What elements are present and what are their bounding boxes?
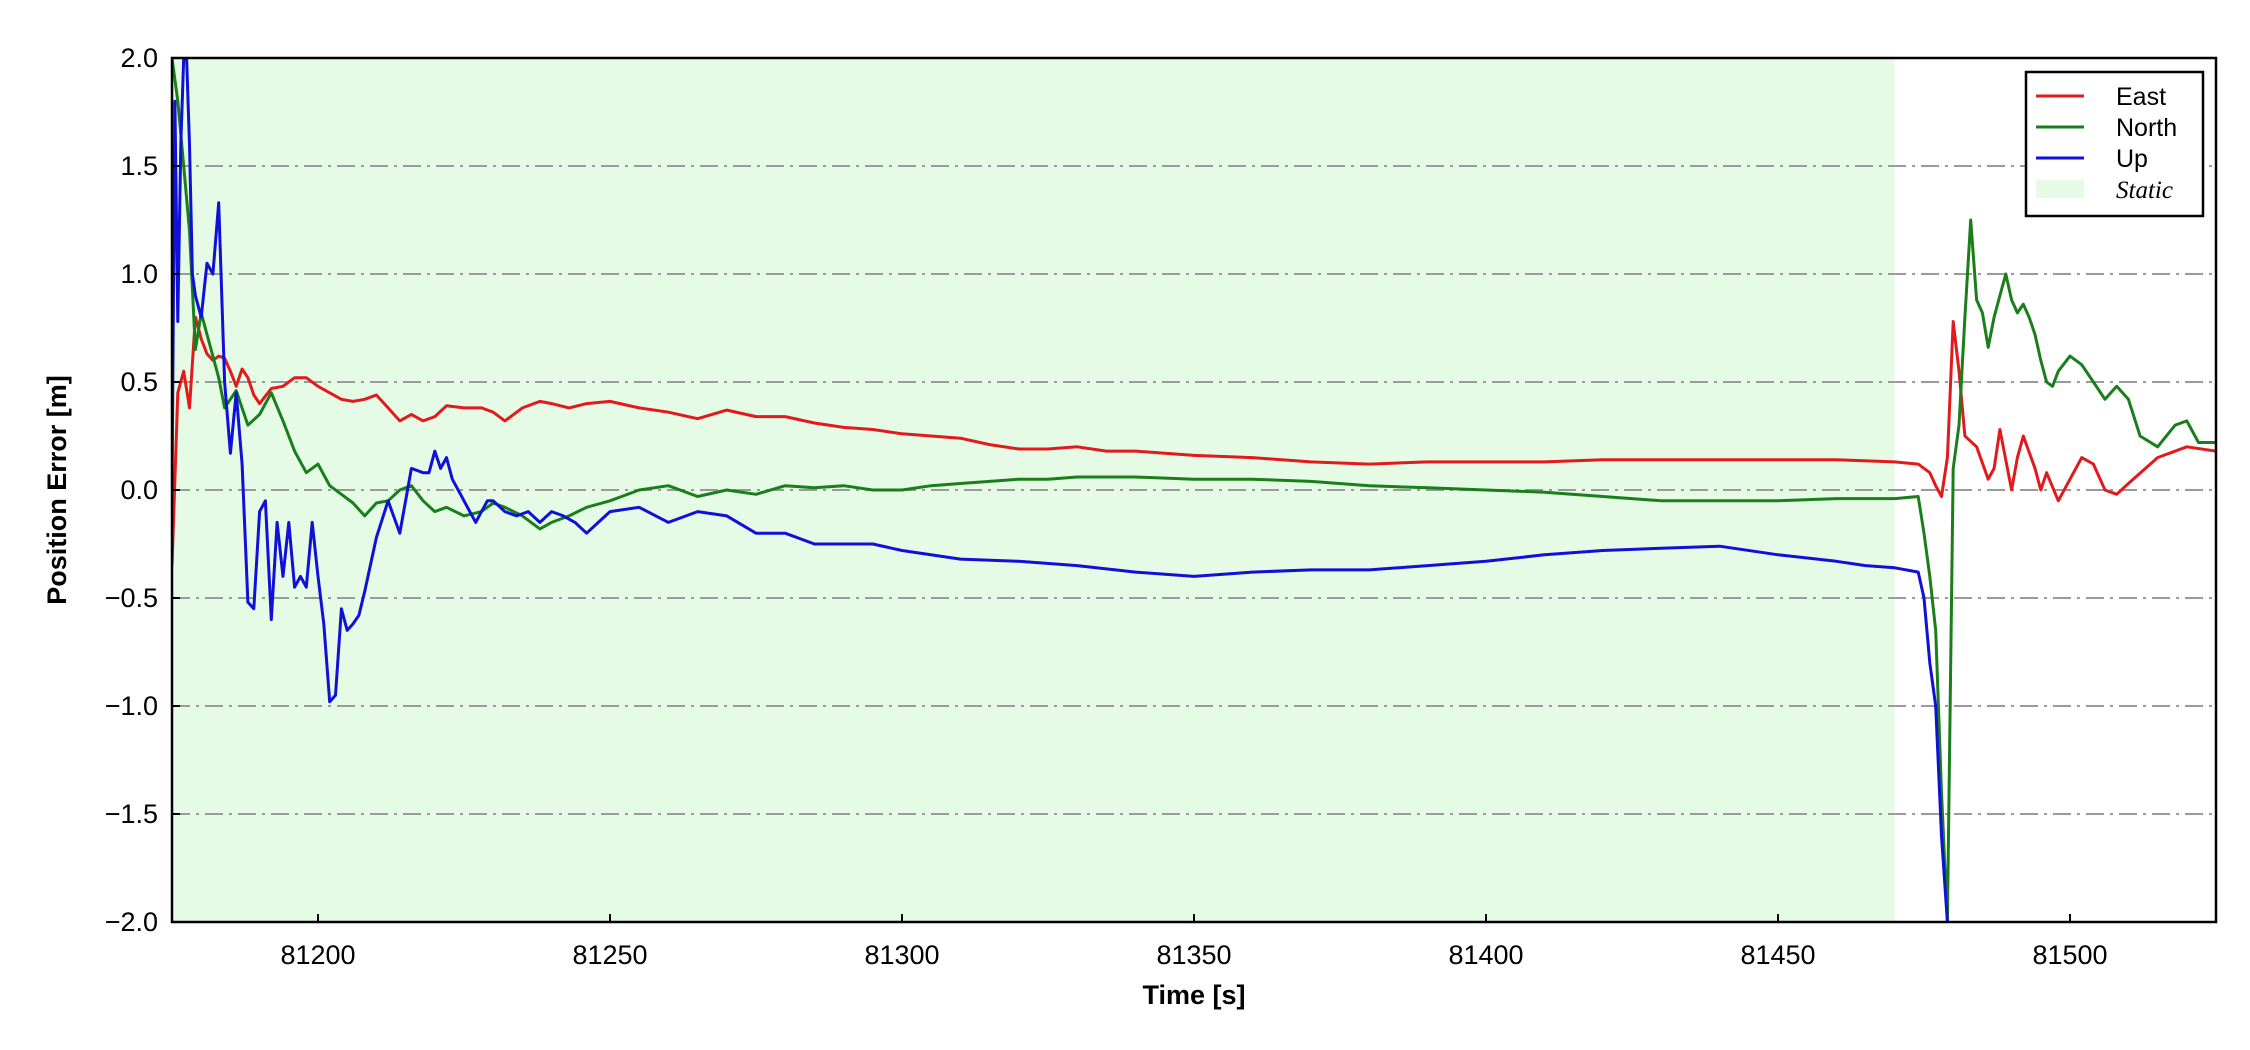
grid-lines bbox=[172, 165, 2216, 815]
x-tick-label: 81400 bbox=[1448, 940, 1523, 970]
x-tick-label: 81300 bbox=[864, 940, 939, 970]
legend-label-east: East bbox=[2116, 83, 2166, 111]
legend-label-static: Static bbox=[2116, 177, 2173, 204]
y-tick-label: −2.0 bbox=[105, 907, 158, 937]
legend-label-north: North bbox=[2116, 114, 2177, 142]
series-layer bbox=[172, 58, 2216, 922]
x-tick-label: 81350 bbox=[1156, 940, 1231, 970]
series-line-east bbox=[172, 315, 2216, 566]
x-tick-label: 81200 bbox=[280, 940, 355, 970]
y-tick-label: −0.5 bbox=[105, 583, 158, 613]
x-tick-label: 81500 bbox=[2032, 940, 2107, 970]
x-tick-label: 81450 bbox=[1740, 940, 1815, 970]
y-tick-label: −1.5 bbox=[105, 799, 158, 829]
y-tick-label: 0.0 bbox=[120, 475, 158, 505]
y-tick-label: 2.0 bbox=[120, 43, 158, 73]
y-axis-label: Position Error [m] bbox=[42, 375, 72, 605]
y-tick-label: 1.0 bbox=[120, 259, 158, 289]
y-tick-label: 0.5 bbox=[120, 367, 158, 397]
series-line-up bbox=[172, 58, 1949, 922]
legend: East North Up Static bbox=[2024, 70, 2205, 218]
y-tick-label: 1.5 bbox=[120, 151, 158, 181]
legend-swatch-static bbox=[2036, 180, 2084, 198]
legend-label-up: Up bbox=[2116, 145, 2148, 173]
x-tick-label: 81250 bbox=[572, 940, 647, 970]
x-axis-label: Time [s] bbox=[1142, 980, 1245, 1010]
axis-ticks: −2.0 −1.5 −1.0 −0.5 0.0 0.5 1.0 1.5 2.0 81200 8125… bbox=[105, 43, 2108, 970]
y-tick-label: −1.0 bbox=[105, 691, 158, 721]
series-line-north bbox=[172, 58, 2216, 922]
